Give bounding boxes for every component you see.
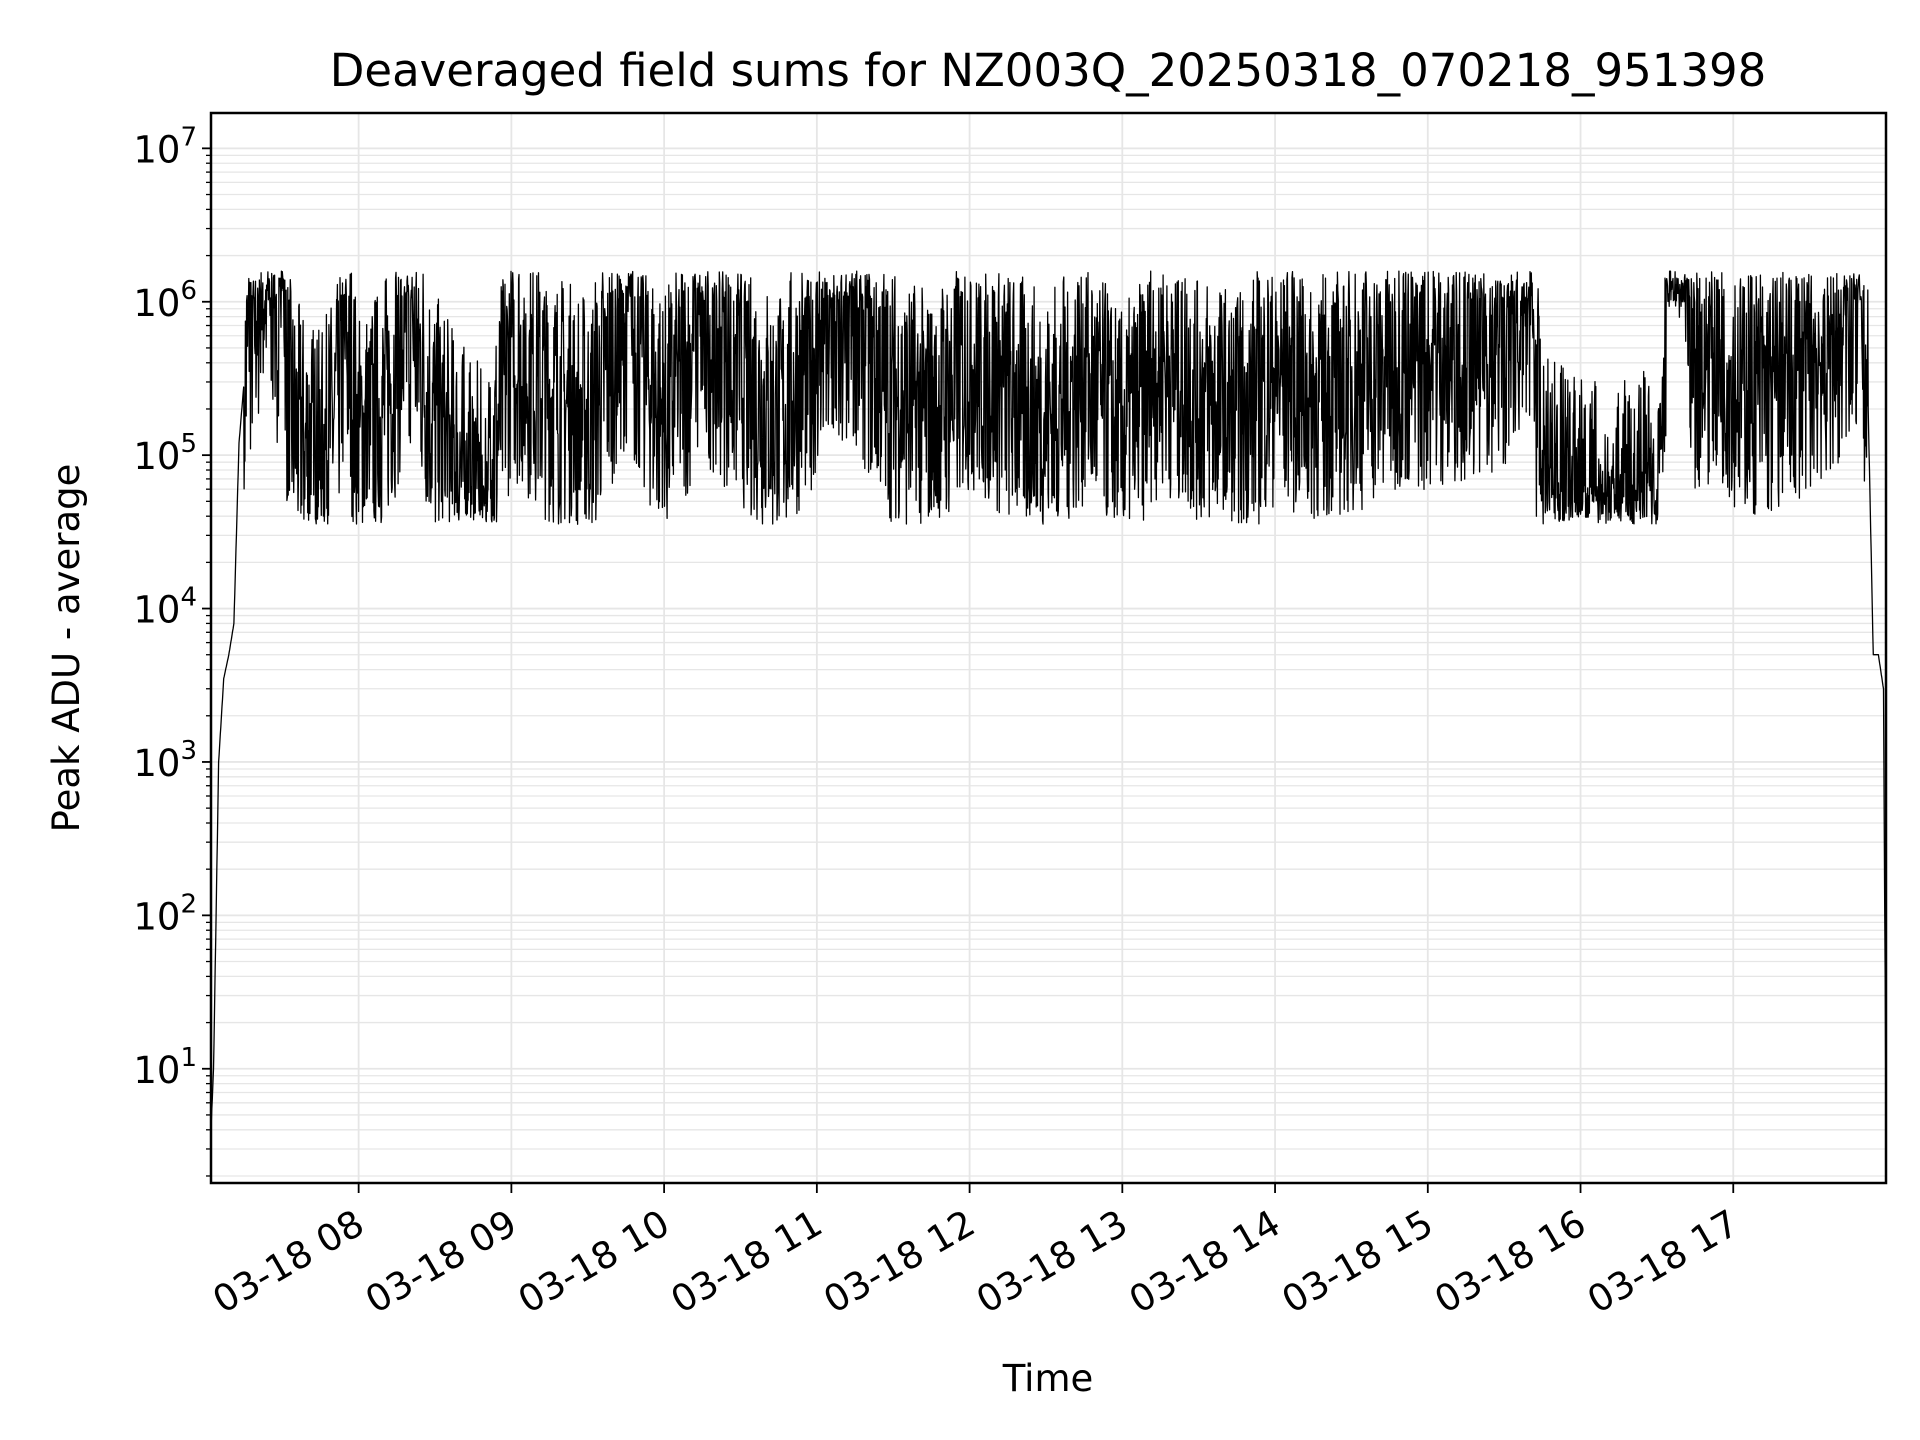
y-tick-label: 102 [133,889,197,938]
x-axis-label: Time [1002,1357,1094,1400]
y-tick-label: 104 [133,583,197,632]
y-tick-label: 103 [133,736,197,785]
y-tick-label: 105 [133,429,197,478]
y-axis-ticks: 101 102 103 104 105 106 107 [133,122,211,1177]
series-line [210,270,1887,1130]
plot-frame [209,111,1888,1185]
y-axis-label: Peak ADU - average [45,464,88,833]
y-tick-label: 101 [133,1043,197,1092]
y-tick-label: 107 [133,122,197,171]
chart-title: Deaveraged field sums for NZ003Q_2025031… [330,44,1766,97]
y-tick-label: 106 [133,276,197,325]
